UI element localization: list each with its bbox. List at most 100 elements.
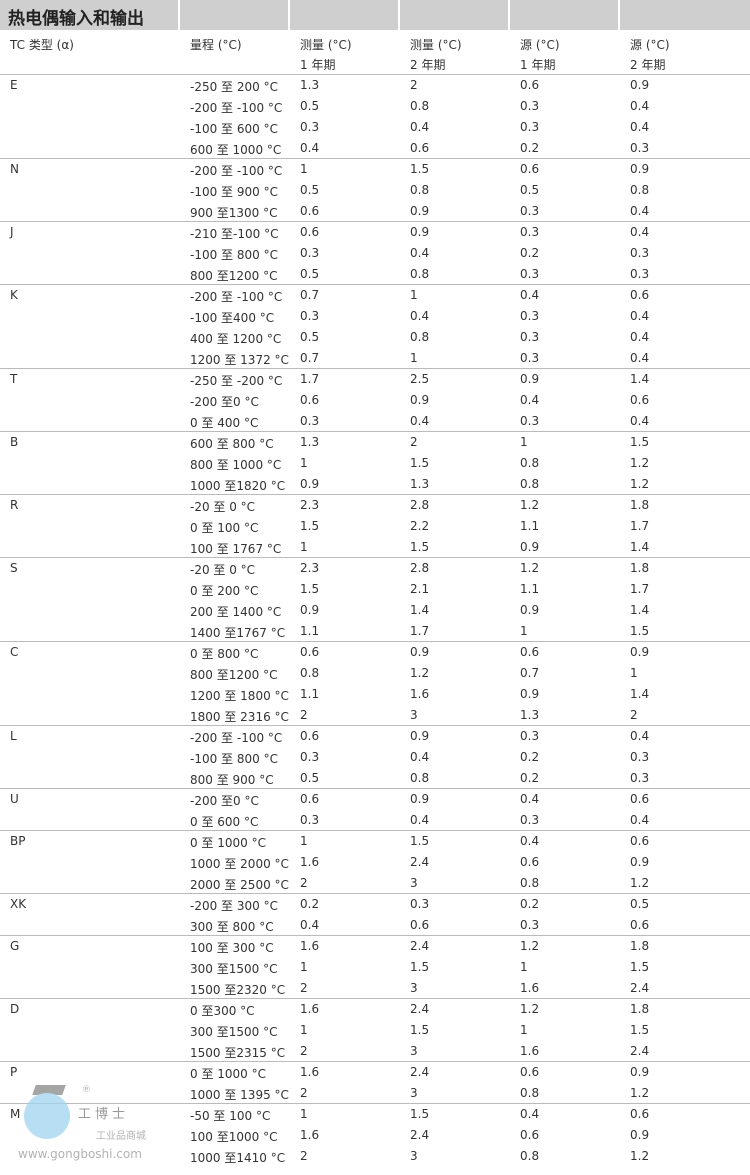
table-row: 300 至1500 °C 1 1.5 1 1.5 [0,1020,750,1041]
table-row: 800 至1200 °C 0.8 1.2 0.7 1 [0,663,750,684]
value-cell: 1.5 [300,519,320,533]
range-cell: 0 至 800 °C [190,647,259,661]
value-cell: 1.5 [410,1023,430,1037]
value-cell: 1 [300,456,308,470]
value-cell: 1 [520,624,528,638]
title-band-cell [510,0,618,30]
value-cell: 0.8 [410,267,430,281]
value-cell: 2.3 [300,561,320,575]
table-row: 1800 至 2316 °C 2 3 1.3 2 [0,705,750,726]
value-cell: 1.1 [300,624,320,638]
value-cell: 0.9 [630,855,650,869]
value-cell: 2.4 [630,1044,650,1058]
value-cell: 1.6 [520,981,540,995]
column-header: 测量 (°C) [410,38,462,52]
range-cell: 900 至1300 °C [190,206,278,220]
range-cell: 300 至1500 °C [190,962,278,976]
value-cell: 2 [410,435,418,449]
range-cell: -200 至 -100 °C [190,731,283,745]
range-cell: -210 至-100 °C [190,227,279,241]
value-cell: 0.8 [520,456,540,470]
group-divider [0,1103,750,1104]
tc-type: C [10,645,19,659]
value-cell: 0.3 [520,813,540,827]
value-cell: 0.9 [410,393,430,407]
value-cell: 1.7 [410,624,430,638]
value-cell: 2 [410,78,418,92]
tc-type: N [10,162,19,176]
mascot-icon [24,1093,70,1139]
value-cell: 1 [300,162,308,176]
value-cell: 0.9 [300,477,320,491]
value-cell: 0.4 [630,414,650,428]
range-cell: -250 至 -200 °C [190,374,283,388]
value-cell: 0.4 [630,330,650,344]
value-cell: 0.6 [630,834,650,848]
watermark-url: www.gongboshi.com [18,1147,142,1161]
value-cell: 1.6 [410,687,430,701]
table-row: C 0 至 800 °C 0.6 0.9 0.6 0.9 [0,642,750,663]
range-cell: -100 至 600 °C [190,122,278,136]
value-cell: 0.4 [630,309,650,323]
value-cell: 0.6 [630,1107,650,1121]
value-cell: 1.4 [630,372,650,386]
value-cell: 1.2 [410,666,430,680]
table-row: -100 至 600 °C 0.3 0.4 0.3 0.4 [0,117,750,138]
value-cell: 1.4 [630,603,650,617]
table-row: L -200 至 -100 °C 0.6 0.9 0.3 0.4 [0,726,750,747]
title-band-cell [180,0,288,30]
table-row: -100 至 800 °C 0.3 0.4 0.2 0.3 [0,243,750,264]
value-cell: 0.6 [520,162,540,176]
value-cell: 1.5 [410,960,430,974]
value-cell: 1.4 [630,540,650,554]
table-row: XK -200 至 300 °C 0.2 0.3 0.2 0.5 [0,894,750,915]
value-cell: 0.9 [410,792,430,806]
value-cell: 0.3 [520,414,540,428]
value-cell: 0.4 [520,1107,540,1121]
value-cell: 1.2 [630,876,650,890]
range-cell: -200 至0 °C [190,395,259,409]
tc-type: R [10,498,19,512]
value-cell: 1.6 [300,1002,320,1016]
value-cell: 0.5 [300,771,320,785]
column-header: 2 年期 [630,58,666,72]
value-cell: 0.4 [410,813,430,827]
value-cell: 0.8 [520,477,540,491]
value-cell: 2.4 [410,855,430,869]
value-cell: 3 [410,981,418,995]
value-cell: 0.4 [410,750,430,764]
tc-type: T [10,372,18,386]
value-cell: 0.4 [410,309,430,323]
group-divider [0,935,750,936]
value-cell: 0.4 [630,99,650,113]
value-cell: 2 [300,1149,308,1163]
table-row: 300 至 800 °C 0.4 0.6 0.3 0.6 [0,915,750,936]
table-row: 300 至1500 °C 1 1.5 1 1.5 [0,957,750,978]
value-cell: 0.9 [410,645,430,659]
value-cell: 1.5 [630,624,650,638]
range-cell: -100 至 900 °C [190,185,278,199]
range-cell: 0 至 1000 °C [190,1067,266,1081]
group-divider [0,494,750,495]
value-cell: 0.6 [630,918,650,932]
group-divider [0,998,750,999]
value-cell: 0.3 [300,120,320,134]
value-cell: 1.6 [300,855,320,869]
value-cell: 1.1 [520,519,540,533]
tc-type: B [10,435,19,449]
value-cell: 1.6 [300,1065,320,1079]
value-cell: 3 [410,708,418,722]
value-cell: 1.6 [300,1128,320,1142]
group-divider [0,284,750,285]
column-header: 源 (°C) [520,38,560,52]
value-cell: 1.5 [630,435,650,449]
value-cell: 2 [300,1086,308,1100]
value-cell: 1.5 [300,582,320,596]
table-row: 0 至 600 °C 0.3 0.4 0.3 0.4 [0,810,750,831]
value-cell: 0.4 [630,225,650,239]
tc-type: J [10,225,14,239]
table-row: BP 0 至 1000 °C 1 1.5 0.4 0.6 [0,831,750,852]
range-cell: 0 至300 °C [190,1004,255,1018]
value-cell: 0.8 [410,99,430,113]
value-cell: 0.3 [520,918,540,932]
